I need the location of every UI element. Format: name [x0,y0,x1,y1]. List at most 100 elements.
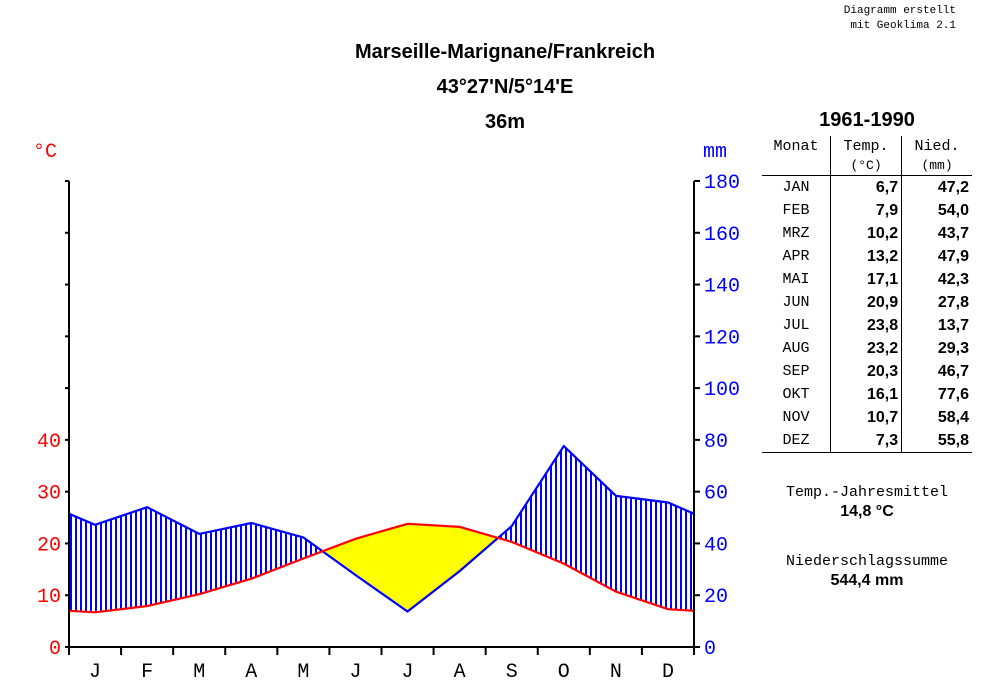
col-precip-header: Nied. [901,136,972,157]
table-cell-month: MRZ [782,225,810,242]
x-tick-label: J [402,661,414,684]
x-tick-label: D [662,661,674,684]
table-cell-precip: 55,8 [901,429,972,453]
table-cell-precip: 58,4 [901,406,972,429]
table-row: FEB 7,9 54,0 [762,199,972,222]
y-left-tick-label: 10 [37,586,61,609]
table-cell-temp: 20,3 [829,360,902,383]
table-row: AUG 23,2 29,3 [762,337,972,360]
x-tick-label: F [141,661,153,684]
table-cell-temp: 7,3 [829,429,902,453]
x-tick-label: M [193,661,205,684]
table-cell-temp: 6,7 [829,175,902,199]
table-cell-month: FEB [782,202,810,219]
table-cell-precip: 54,0 [901,199,972,222]
table-cell-month: JUL [782,317,810,334]
table-cell-temp: 20,9 [829,291,902,314]
table-cell-precip: 46,7 [901,360,972,383]
x-tick-label: M [297,661,309,684]
y-right-tick-label: 120 [704,327,740,350]
table-row: NOV 10,7 58,4 [762,406,972,429]
y-left-tick-label: 30 [37,483,61,506]
table-cell-month: AUG [782,340,810,357]
table-row: JAN 6,7 47,2 [762,175,972,199]
annual-precip-value: 544,4 mm [830,572,904,589]
col-temp-unit: (°C) [829,157,902,176]
y-right-tick-label: 0 [704,638,716,661]
table-row: MRZ 10,2 43,7 [762,222,972,245]
x-tick-label: A [454,661,466,684]
table-cell-month: APR [782,248,810,265]
x-tick-label: J [349,661,361,684]
col-temp-header: Temp. [829,136,902,157]
y-right-tick-label: 80 [704,431,728,454]
table-cell-month: NOV [782,409,810,426]
station-elevation: 36m [484,111,526,133]
reference-period: 1961-1990 [819,109,915,131]
col-month-header: Monat [773,138,819,155]
table-cell-temp: 10,2 [829,222,902,245]
table-row: APR 13,2 47,9 [762,245,972,268]
annual-precip-label: Niederschlagssumme [785,553,949,570]
table-cell-precip: 29,3 [901,337,972,360]
y-left-tick-label: 20 [37,534,61,557]
table-cell-month: DEZ [762,429,831,453]
table-cell-temp: 7,9 [829,199,902,222]
table-cell-precip: 47,9 [901,245,972,268]
x-tick-label: N [610,661,622,684]
table-cell-temp: 23,2 [829,337,902,360]
credit-line-2: mit Geoklima 2.1 [850,20,956,32]
table-cell-temp: 16,1 [829,383,902,406]
y-right-axis-title: mm [703,141,727,164]
y-left-axis-title: °C [33,141,57,164]
y-right-tick-label: 100 [704,379,740,402]
y-left-tick-label: 40 [37,431,61,454]
arid-area [69,446,694,612]
table-cell-temp: 13,2 [829,245,902,268]
climate-chart: 0 20 40 60 80 100 120 140 160 180 0 10 20 30 40 °C mm J F M… [33,141,740,684]
table-cell-month: OKT [782,386,810,403]
table-cell-precip: 77,6 [901,383,972,406]
y-right-tick-label: 140 [704,276,740,299]
station-name: Marseille-Marignane/Frankreich [354,41,656,63]
credit-note: Diagramm erstellt mit Geoklima 2.1 [844,4,956,34]
table-row: OKT 16,1 77,6 [762,383,972,406]
annual-precipitation: Niederschlagssumme 544,4 mm [762,553,972,590]
y-right-tick-label: 40 [704,534,728,557]
table-cell-precip: 42,3 [901,268,972,291]
annual-temperature: Temp.-Jahresmittel 14,8 °C [762,484,972,521]
table-cell-precip: 47,2 [901,175,972,199]
x-tick-label: A [245,661,257,684]
table-cell-month: SEP [782,363,810,380]
table-cell-precip: 13,7 [901,314,972,337]
table-row: JUL 23,8 13,7 [762,314,972,337]
x-tick-label: J [89,661,101,684]
table-row: JUN 20,9 27,8 [762,291,972,314]
x-tick-label: O [558,661,570,684]
table-row: MAI 17,1 42,3 [762,268,972,291]
table-row: DEZ 7,3 55,8 [762,429,972,453]
table-cell-precip: 27,8 [901,291,972,314]
col-precip-unit: (mm) [901,157,972,176]
table-row: SEP 20,3 46,7 [762,360,972,383]
table-cell-temp: 23,8 [829,314,902,337]
table-cell-month: JUN [782,294,810,311]
y-right-tick-label: 180 [704,172,740,195]
annual-temp-label: Temp.-Jahresmittel [785,484,949,501]
y-right-tick-label: 160 [704,224,740,247]
table-cell-month: JAN [782,179,810,196]
precipitation-line [68,444,695,613]
station-coordinates: 43°27'N/5°14'E [436,76,574,98]
table-cell-month: MAI [782,271,810,288]
climate-table: Monat Temp. Nied. (°C) (mm) JAN 6,7 47,2 FE… [762,136,972,453]
y-right-tick-label: 20 [704,586,728,609]
table-cell-precip: 43,7 [901,222,972,245]
y-right-tick-label: 60 [704,483,728,506]
credit-line-1: Diagramm erstellt [843,5,956,17]
table-cell-temp: 17,1 [829,268,902,291]
x-tick-label: S [506,661,518,684]
table-cell-temp: 10,7 [829,406,902,429]
temperature-line [68,522,695,614]
y-left-tick-label: 0 [49,638,61,661]
annual-temp-value: 14,8 °C [840,503,894,520]
